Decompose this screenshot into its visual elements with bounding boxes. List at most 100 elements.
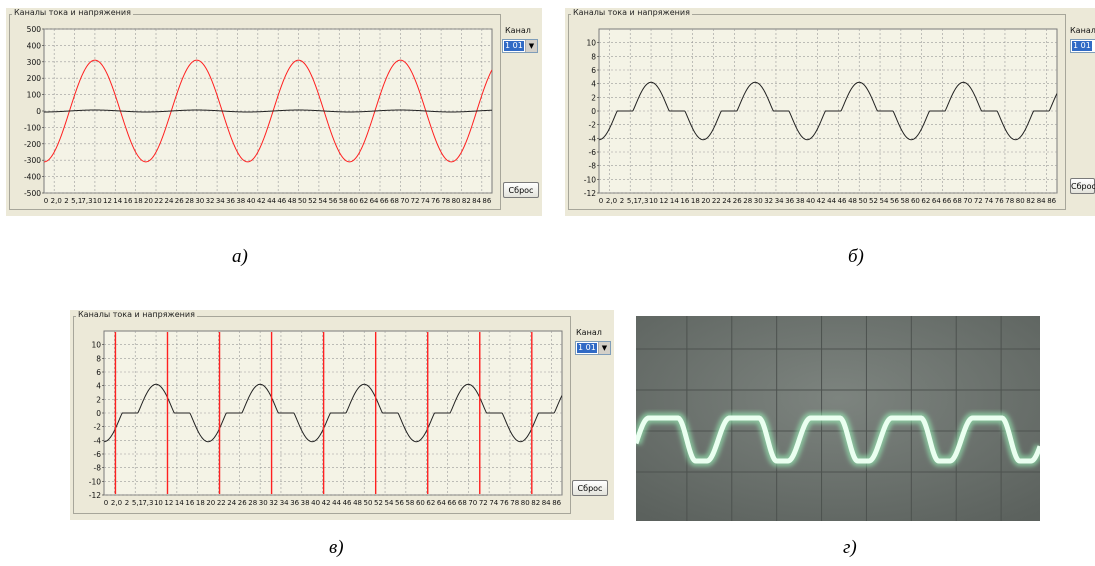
- y-tick-label: -2: [589, 121, 597, 130]
- x-tick-label: 80: [452, 197, 461, 205]
- x-tick-label: 66: [942, 197, 951, 205]
- x-tick-label: 16: [680, 197, 689, 205]
- x-tick-label: 78: [441, 197, 450, 205]
- channel-value: 1 01: [504, 41, 524, 51]
- x-tick-label: 62: [426, 499, 435, 507]
- x-tick-label: 70: [400, 197, 409, 205]
- x-tick-label: 30: [195, 197, 204, 205]
- x-tick-label: 22: [217, 499, 226, 507]
- x-tick-label: 16: [185, 499, 194, 507]
- channel-select[interactable]: 1 01 ▼: [575, 341, 611, 355]
- x-tick-label: 68: [953, 197, 962, 205]
- y-tick-label: 0: [36, 107, 41, 116]
- y-tick-label: 8: [591, 52, 596, 61]
- x-tick-label: 44: [332, 499, 341, 507]
- y-tick-label: 4: [591, 80, 596, 89]
- reset-button[interactable]: Сброс: [1070, 178, 1095, 194]
- channel-select[interactable]: 1 01 ▼: [502, 39, 538, 53]
- channel-label: Канал: [1070, 26, 1095, 35]
- x-tick-label: 2: [125, 499, 129, 507]
- x-tick-label: 18: [134, 197, 143, 205]
- x-tick-label: 14: [670, 197, 679, 205]
- x-tick-label: 5,1: [627, 197, 638, 205]
- caption-b: б): [848, 246, 864, 268]
- y-tick-label: -4: [589, 134, 597, 143]
- x-tick-label: 66: [380, 197, 389, 205]
- x-tick-label: 86: [552, 499, 561, 507]
- x-tick-label: 74: [984, 197, 993, 205]
- caption-d: г): [843, 537, 857, 559]
- x-tick-label: 58: [405, 499, 414, 507]
- y-tick-label: 10: [91, 341, 101, 350]
- x-tick-label: 12: [103, 197, 112, 205]
- x-tick-label: 7,3: [81, 197, 92, 205]
- x-tick-label: 64: [932, 197, 941, 205]
- y-tick-label: -2: [94, 423, 102, 432]
- x-tick-label: 52: [869, 197, 878, 205]
- channel-select[interactable]: 1 01: [1070, 39, 1095, 53]
- x-tick-label: 12: [164, 499, 173, 507]
- x-tick-label: 68: [390, 197, 399, 205]
- x-tick-label: 20: [144, 197, 153, 205]
- x-tick-label: 84: [542, 499, 551, 507]
- x-tick-label: 58: [339, 197, 348, 205]
- x-tick-label: 82: [462, 197, 471, 205]
- x-tick-label: 34: [280, 499, 289, 507]
- reset-button[interactable]: Сброс: [503, 182, 539, 198]
- x-tick-label: 60: [911, 197, 920, 205]
- x-tick-label: 38: [796, 197, 805, 205]
- x-tick-label: 48: [353, 499, 362, 507]
- x-tick-label: 28: [248, 499, 257, 507]
- y-tick-label: -400: [24, 173, 41, 182]
- x-tick-label: 86: [482, 197, 491, 205]
- x-tick-label: 12: [659, 197, 668, 205]
- x-tick-label: 54: [318, 197, 327, 205]
- y-tick-label: 2: [591, 93, 596, 102]
- x-tick-label: 78: [510, 499, 519, 507]
- x-tick-label: 5,1: [132, 499, 143, 507]
- x-tick-label: 76: [431, 197, 440, 205]
- x-tick-label: 42: [817, 197, 826, 205]
- x-tick-label: 58: [900, 197, 909, 205]
- x-tick-label: 38: [236, 197, 245, 205]
- x-tick-label: 14: [113, 197, 122, 205]
- x-tick-label: 50: [364, 499, 373, 507]
- x-tick-label: 7,3: [142, 499, 153, 507]
- x-tick-label: 2,0: [606, 197, 617, 205]
- x-tick-label: 2,0: [51, 197, 62, 205]
- x-tick-label: 20: [701, 197, 710, 205]
- x-tick-label: 68: [458, 499, 467, 507]
- x-tick-label: 78: [1005, 197, 1014, 205]
- x-tick-label: 44: [267, 197, 276, 205]
- x-tick-label: 14: [175, 499, 184, 507]
- x-tick-label: 86: [1047, 197, 1056, 205]
- caption-a: а): [232, 246, 248, 268]
- x-tick-label: 80: [1016, 197, 1025, 205]
- y-tick-label: -100: [24, 123, 41, 132]
- x-tick-label: 42: [257, 197, 266, 205]
- x-tick-label: 72: [411, 197, 420, 205]
- x-tick-label: 74: [489, 499, 498, 507]
- y-tick-label: -500: [24, 189, 41, 198]
- channel-value: 1 01: [577, 343, 597, 353]
- y-tick-label: -200: [24, 140, 41, 149]
- chevron-down-icon[interactable]: ▼: [598, 342, 610, 354]
- x-tick-label: 18: [196, 499, 205, 507]
- y-tick-label: 100: [27, 91, 42, 100]
- x-tick-label: 66: [447, 499, 456, 507]
- channel-value: 1 01: [1072, 41, 1092, 51]
- chart-c: 1086420-2-4-6-8-10-120 2,0 2 5,1 7,3 10 12 14 16…: [70, 310, 614, 520]
- chevron-down-icon[interactable]: ▼: [525, 40, 537, 52]
- x-tick-label: 46: [277, 197, 286, 205]
- x-tick-label: 30: [259, 499, 268, 507]
- y-tick-label: 500: [27, 25, 42, 34]
- x-tick-label: 18: [691, 197, 700, 205]
- x-tick-label: 10: [649, 197, 658, 205]
- x-tick-label: 24: [722, 197, 731, 205]
- x-tick-label: 20: [206, 499, 215, 507]
- y-tick-label: -12: [89, 491, 101, 500]
- x-tick-label: 26: [733, 197, 742, 205]
- x-tick-label: 32: [764, 197, 773, 205]
- reset-button[interactable]: Сброс: [572, 480, 608, 496]
